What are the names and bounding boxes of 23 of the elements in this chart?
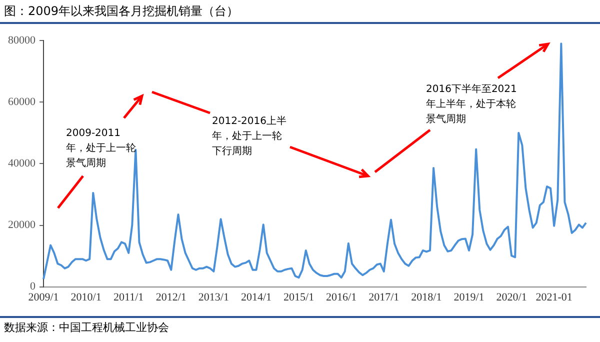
- y-tick-label: 60000: [8, 96, 36, 108]
- x-tick-label: 2018/1: [411, 291, 442, 304]
- x-tick-label: 2009/1: [28, 291, 59, 304]
- y-tick-label: 40000: [8, 158, 36, 170]
- x-tick-label: 2012/1: [156, 291, 186, 304]
- annotation: 2016下半年至2021年上半年，处于本轮景气周期: [426, 82, 518, 127]
- x-tick-label: 2013/1: [198, 291, 229, 304]
- y-tick-label: 0: [30, 280, 36, 293]
- chart-title: 图：2009年以来我国各月挖掘机销量（台）: [4, 3, 239, 20]
- x-tick-label: 2021-01: [536, 291, 572, 304]
- source-note: 数据来源：中国工程机械工业协会: [4, 320, 170, 335]
- y-tick-label: 20000: [8, 219, 36, 232]
- x-tick-label: 2015/1: [284, 291, 314, 304]
- x-tick-label: 2019/1: [454, 291, 484, 304]
- x-tick-label: 2017/1: [368, 291, 400, 304]
- y-tick-label: 80000: [8, 34, 36, 46]
- x-tick-label: 2016/1: [326, 291, 357, 304]
- x-tick-label: 2010/1: [70, 291, 102, 304]
- x-tick-label: 2020/1: [496, 291, 527, 304]
- annotation: 2012-2016上半年，处于上一轮下行周期: [212, 114, 288, 159]
- x-tick-label: 2011/1: [114, 291, 144, 304]
- annotation: 2009-2011年，处于上一轮景气周期: [66, 127, 136, 171]
- x-tick-label: 2014/1: [240, 291, 272, 304]
